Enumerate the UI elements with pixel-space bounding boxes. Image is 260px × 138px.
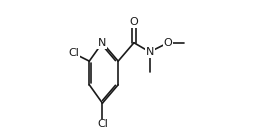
Text: N: N: [146, 47, 154, 57]
Text: N: N: [98, 38, 107, 48]
Text: O: O: [129, 17, 138, 27]
Text: O: O: [164, 38, 172, 48]
Text: Cl: Cl: [68, 48, 79, 58]
Text: Cl: Cl: [97, 119, 108, 129]
